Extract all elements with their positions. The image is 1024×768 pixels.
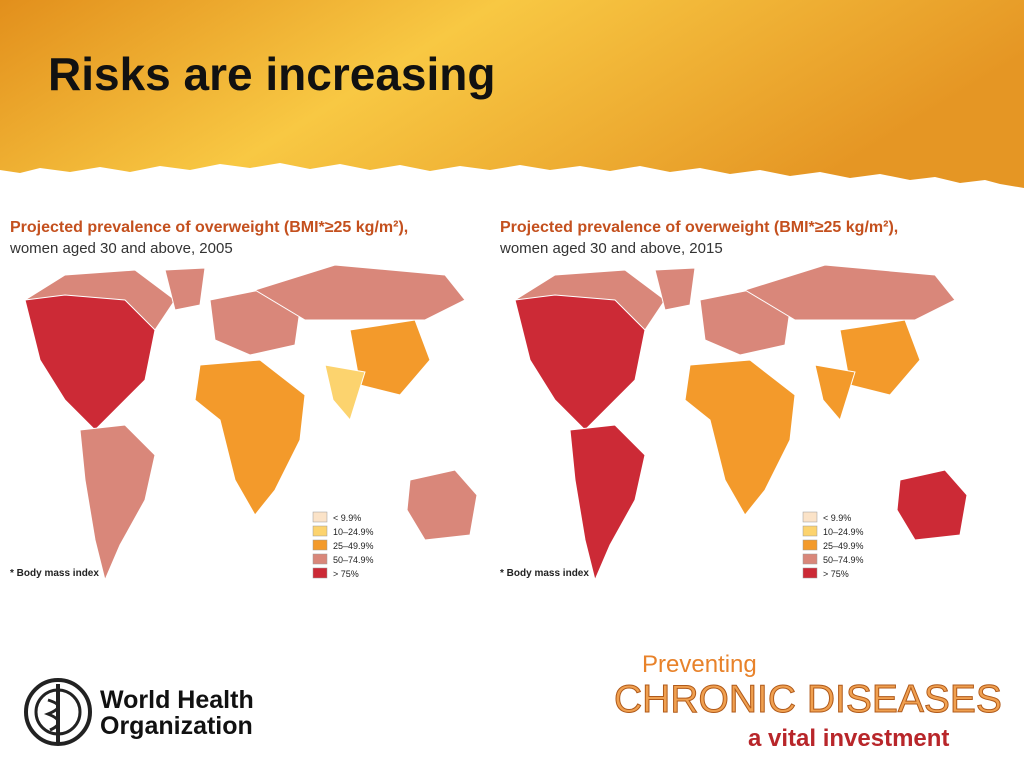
legend-swatch: [802, 567, 818, 579]
legend-label: > 75%: [823, 569, 849, 579]
legend-label: < 9.9%: [333, 513, 361, 523]
map-footnote: * Body mass index: [500, 568, 589, 579]
legend-label: 50–74.9%: [823, 555, 864, 565]
map-footnote: * Body mass index: [10, 568, 99, 579]
legend-label: 10–24.9%: [823, 527, 864, 537]
region-russia: [253, 264, 466, 321]
region-russia: [743, 264, 956, 321]
region-india: [324, 364, 366, 422]
map-panel: Projected prevalence of overweight (BMI*…: [9, 219, 478, 582]
map-subtitle: women aged 30 and above, 2015: [499, 240, 723, 257]
legend-swatch: [312, 511, 328, 523]
legend-swatch: [312, 525, 328, 537]
region-australia: [406, 469, 478, 541]
region-india: [814, 364, 856, 422]
map-title: Projected prevalence of overweight (BMI*…: [500, 219, 898, 236]
who-logo: [24, 678, 92, 746]
legend-swatch: [802, 525, 818, 537]
legend-swatch: [802, 553, 818, 565]
legend-label: 10–24.9%: [333, 527, 374, 537]
region-africa: [684, 359, 796, 516]
region-south-america: [79, 424, 156, 582]
org-name: Organization: [100, 712, 253, 740]
header-band: [0, 0, 1024, 188]
region-china: [839, 319, 921, 396]
map-subtitle: women aged 30 and above, 2005: [9, 240, 233, 257]
map-panel: Projected prevalence of overweight (BMI*…: [499, 219, 968, 582]
map-title: Projected prevalence of overweight (BMI*…: [10, 219, 408, 236]
region-canada: [24, 269, 176, 331]
legend-label: 25–49.9%: [823, 541, 864, 551]
legend-swatch: [312, 553, 328, 565]
org-name: World Health: [100, 686, 254, 714]
region-africa: [194, 359, 306, 516]
legend-swatch: [802, 539, 818, 551]
region-canada: [514, 269, 666, 331]
region-china: [349, 319, 431, 396]
legend-swatch: [312, 539, 328, 551]
legend-swatch: [312, 567, 328, 579]
campaign-line: CHRONIC DISEASES: [614, 678, 1002, 721]
campaign-line: Preventing: [642, 651, 757, 678]
region-australia: [896, 469, 968, 541]
campaign-line: a vital investment: [748, 725, 949, 752]
legend-swatch: [802, 511, 818, 523]
legend-label: > 75%: [333, 569, 359, 579]
legend-label: 50–74.9%: [333, 555, 374, 565]
region-greenland: [164, 267, 206, 311]
region-greenland: [654, 267, 696, 311]
legend-label: 25–49.9%: [333, 541, 374, 551]
legend-label: < 9.9%: [823, 513, 851, 523]
region-south-america: [569, 424, 646, 582]
slide-title: Risks are increasing: [48, 48, 495, 100]
